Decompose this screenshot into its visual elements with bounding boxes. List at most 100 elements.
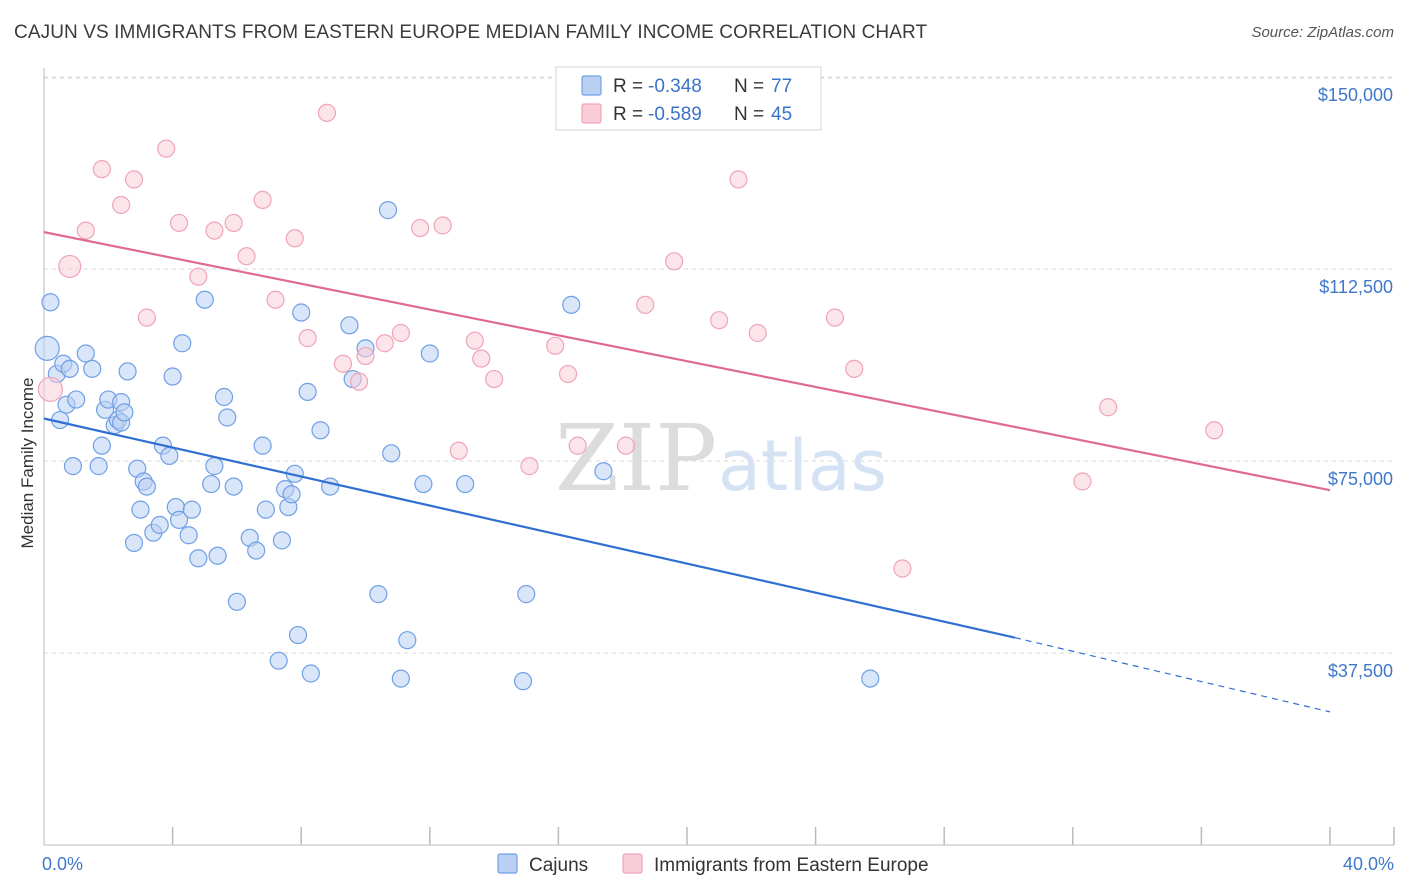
point-immigrants-36 <box>710 311 729 330</box>
trend-line-cajuns <box>43 417 1016 639</box>
trend-lines <box>43 231 1331 713</box>
point-immigrants-44 <box>1205 421 1224 440</box>
x-tick-labels: 0.0% 40.0% <box>42 854 1394 874</box>
point-immigrants-24 <box>433 216 452 235</box>
x-tick-label-1: 40.0% <box>1343 854 1394 874</box>
point-immigrants-34 <box>636 295 655 314</box>
point-cajuns-7 <box>63 457 83 476</box>
point-cajuns-6 <box>60 359 79 378</box>
point-immigrants-26 <box>465 331 484 350</box>
point-cajuns-20 <box>118 362 137 381</box>
point-cajuns-59 <box>311 421 330 440</box>
point-cajuns-76 <box>861 669 880 688</box>
point-cajuns-10 <box>83 359 102 378</box>
point-immigrants-33 <box>616 436 636 455</box>
point-immigrants-20 <box>356 346 375 366</box>
point-cajuns-53 <box>282 485 301 504</box>
point-immigrants-40 <box>845 359 864 378</box>
point-immigrants-38 <box>748 323 767 343</box>
bottom-legend-swatch-immigrants <box>622 853 643 874</box>
axes <box>43 68 1395 846</box>
point-immigrants-19 <box>349 372 369 391</box>
point-immigrants-32 <box>568 436 587 455</box>
point-immigrants-0 <box>37 376 64 402</box>
y-tick-labels: $37,500 $75,000 $112,500 $150,000 <box>1318 85 1393 681</box>
gridlines <box>44 76 1394 654</box>
point-cajuns-35 <box>182 500 201 519</box>
point-cajuns-8 <box>67 390 86 409</box>
point-cajuns-50 <box>272 531 292 550</box>
point-immigrants-15 <box>285 229 304 248</box>
point-immigrants-39 <box>825 308 844 327</box>
point-immigrants-13 <box>253 190 272 209</box>
point-cajuns-1 <box>41 293 60 312</box>
point-cajuns-66 <box>382 444 401 463</box>
y-tick-label-2: $112,500 <box>1319 277 1393 297</box>
point-cajuns-11 <box>89 457 108 476</box>
point-immigrants-9 <box>189 267 208 286</box>
point-immigrants-2 <box>76 221 95 240</box>
point-cajuns-61 <box>340 316 359 335</box>
legend-r-value-immigrants: -0.589 <box>648 104 702 125</box>
source-credit: Source: ZipAtlas.com <box>1251 24 1394 41</box>
point-cajuns-46 <box>247 541 266 560</box>
point-cajuns-56 <box>292 303 311 322</box>
bottom-legend-swatch-cajuns <box>497 853 518 874</box>
legend-r-value-cajuns: -0.348 <box>648 76 702 97</box>
point-immigrants-29 <box>520 457 539 476</box>
point-immigrants-12 <box>237 247 256 266</box>
y-axis-label: Median Family Income <box>18 377 37 548</box>
point-cajuns-30 <box>163 367 182 386</box>
point-cajuns-9 <box>76 344 95 363</box>
point-cajuns-40 <box>208 546 227 565</box>
point-cajuns-44 <box>227 592 246 611</box>
point-cajuns-57 <box>298 382 317 401</box>
legend-swatch-immigrants <box>581 103 602 124</box>
legend-r-label-cajuns: R = <box>613 76 648 97</box>
point-immigrants-8 <box>169 213 189 233</box>
point-cajuns-37 <box>195 290 214 309</box>
point-immigrants-37 <box>729 170 748 189</box>
x-tick-label-0: 0.0% <box>42 854 83 874</box>
bottom-legend: Cajuns Immigrants from Eastern Europe <box>497 853 929 876</box>
point-immigrants-28 <box>485 369 504 389</box>
y-tick-label-0: $37,500 <box>1328 661 1393 681</box>
point-cajuns-49 <box>269 651 288 670</box>
point-immigrants-7 <box>157 139 176 158</box>
point-immigrants-14 <box>266 290 285 309</box>
point-cajuns-48 <box>256 500 275 519</box>
point-cajuns-23 <box>131 500 150 519</box>
watermark-atlas: atlas <box>718 425 887 507</box>
point-immigrants-42 <box>1073 472 1092 491</box>
point-cajuns-27 <box>150 515 169 535</box>
legend-n-label-immigrants: N = <box>734 104 769 125</box>
point-cajuns-41 <box>214 387 234 407</box>
point-cajuns-65 <box>378 201 398 220</box>
trend-line-extension-cajuns <box>1014 637 1331 713</box>
point-immigrants-11 <box>224 213 243 233</box>
point-cajuns-58 <box>301 664 320 683</box>
point-immigrants-10 <box>205 221 224 240</box>
point-cajuns-74 <box>562 295 581 314</box>
trend-line-immigrants <box>43 231 1331 492</box>
point-cajuns-68 <box>398 631 417 650</box>
point-immigrants-23 <box>411 218 430 238</box>
point-immigrants-1 <box>58 254 82 279</box>
point-cajuns-12 <box>92 436 111 455</box>
point-cajuns-69 <box>414 474 433 494</box>
y-tick-label-1: $75,000 <box>1328 469 1393 489</box>
legend-swatch-cajuns <box>581 75 602 96</box>
point-cajuns-39 <box>205 457 224 476</box>
watermark: ZIP atlas <box>555 405 887 512</box>
point-immigrants-5 <box>124 170 144 189</box>
point-cajuns-42 <box>218 408 237 427</box>
legend-r-label-immigrants: R = <box>613 104 648 125</box>
bottom-legend-label-cajuns: Cajuns <box>529 855 588 876</box>
bottom-legend-label-immigrants: Immigrants from Eastern Europe <box>654 855 929 876</box>
point-cajuns-21 <box>124 533 144 553</box>
watermark-zip: ZIP <box>555 405 717 512</box>
legend-n-value-immigrants: 45 <box>771 104 792 125</box>
point-cajuns-29 <box>160 446 179 465</box>
point-immigrants-21 <box>375 334 394 353</box>
point-cajuns-34 <box>179 526 198 545</box>
